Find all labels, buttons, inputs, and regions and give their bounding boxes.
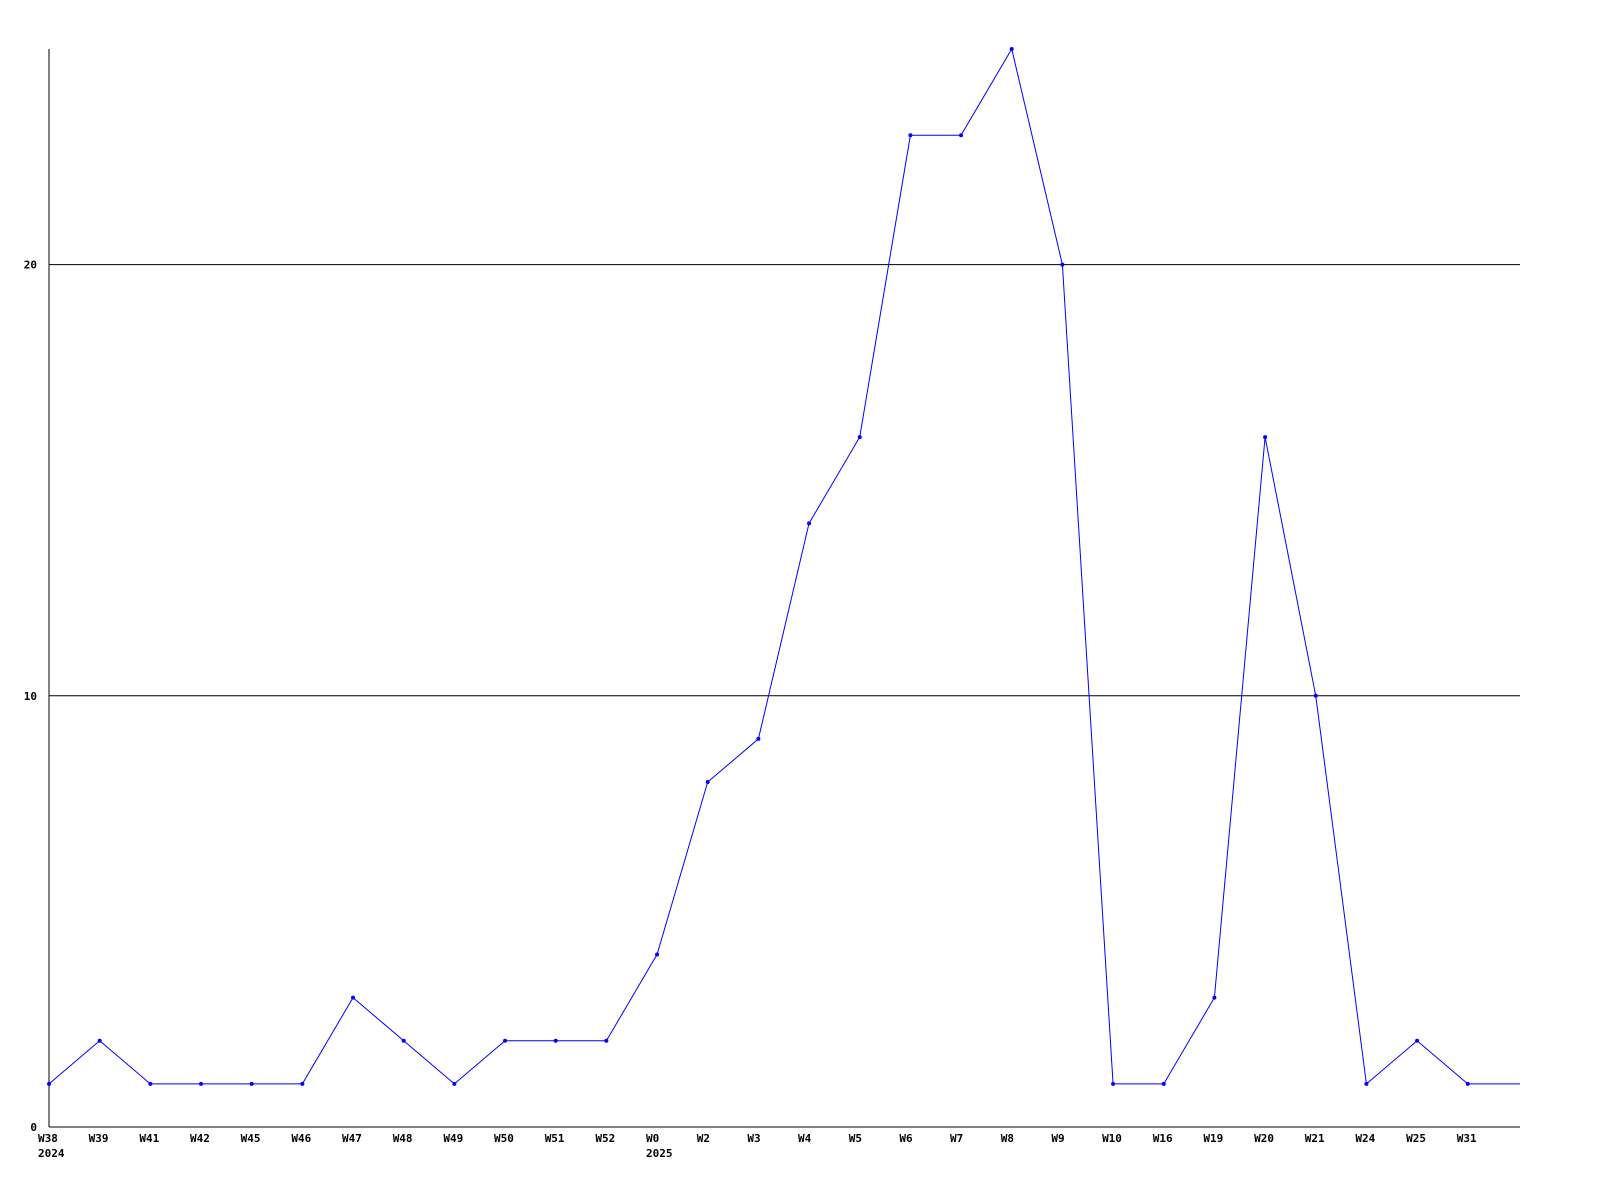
x-tick-label: W20 <box>1254 1132 1274 1145</box>
data-point <box>249 1081 254 1086</box>
x-tick-label: W51 <box>545 1132 565 1145</box>
y-tick-label: 20 <box>24 259 37 272</box>
data-point <box>705 780 710 785</box>
data-point <box>148 1081 153 1086</box>
x-tick-label: W47 <box>342 1132 362 1145</box>
x-tick-label: W9 <box>1051 1132 1064 1145</box>
data-point <box>351 995 356 1000</box>
x-tick-label: W45 <box>241 1132 261 1145</box>
data-point <box>97 1038 102 1043</box>
x-tick-label: W38 <box>38 1132 58 1145</box>
x-year-label: 2025 <box>646 1147 673 1160</box>
data-point <box>199 1081 204 1086</box>
x-tick-label: W7 <box>950 1132 963 1145</box>
data-point <box>452 1081 457 1086</box>
data-point <box>1263 435 1268 440</box>
x-tick-label: W16 <box>1153 1132 1173 1145</box>
x-tick-label: W46 <box>291 1132 311 1145</box>
data-point <box>1313 693 1318 698</box>
x-tick-label: W10 <box>1102 1132 1122 1145</box>
data-point <box>1415 1038 1420 1043</box>
data-point <box>756 736 761 741</box>
data-point <box>1212 995 1217 1000</box>
data-point <box>1161 1081 1166 1086</box>
x-tick-label: W8 <box>1001 1132 1014 1145</box>
data-point <box>401 1038 406 1043</box>
data-line <box>48 47 1520 1085</box>
x-year-label: 2024 <box>38 1147 65 1160</box>
y-tick-label: 0 <box>30 1121 37 1134</box>
data-point <box>1364 1081 1369 1086</box>
x-tick-label: W48 <box>393 1132 413 1145</box>
x-tick-label: W42 <box>190 1132 210 1145</box>
data-point <box>47 1081 51 1086</box>
data-point <box>959 133 964 138</box>
x-tick-label: W39 <box>89 1132 109 1145</box>
x-tick-label: W0 <box>646 1132 659 1145</box>
x-tick-label: W4 <box>798 1132 812 1145</box>
data-point <box>807 521 812 526</box>
x-tick-label: W49 <box>443 1132 463 1145</box>
y-tick-label: 10 <box>24 690 37 703</box>
data-point <box>503 1038 508 1043</box>
x-tick-label: W31 <box>1457 1132 1477 1145</box>
data-point <box>1060 262 1065 267</box>
x-tick-label: W19 <box>1203 1132 1223 1145</box>
data-point <box>553 1038 558 1043</box>
data-point <box>604 1038 609 1043</box>
x-tick-label: W50 <box>494 1132 514 1145</box>
data-point <box>655 952 660 957</box>
x-tick-label: W25 <box>1406 1132 1426 1145</box>
data-point <box>1111 1081 1116 1086</box>
x-tick-label: W2 <box>697 1132 710 1145</box>
data-point <box>1465 1081 1470 1086</box>
x-tick-label: W52 <box>595 1132 615 1145</box>
x-tick-label: W21 <box>1305 1132 1325 1145</box>
data-point <box>1009 47 1014 51</box>
data-point <box>908 133 913 138</box>
x-tick-label: W24 <box>1355 1132 1375 1145</box>
data-point <box>300 1081 305 1086</box>
data-point <box>857 435 862 440</box>
x-tick-label: W5 <box>849 1132 862 1145</box>
x-tick-label: W3 <box>747 1132 760 1145</box>
x-tick-label: W41 <box>139 1132 159 1145</box>
x-tick-label: W6 <box>899 1132 913 1145</box>
